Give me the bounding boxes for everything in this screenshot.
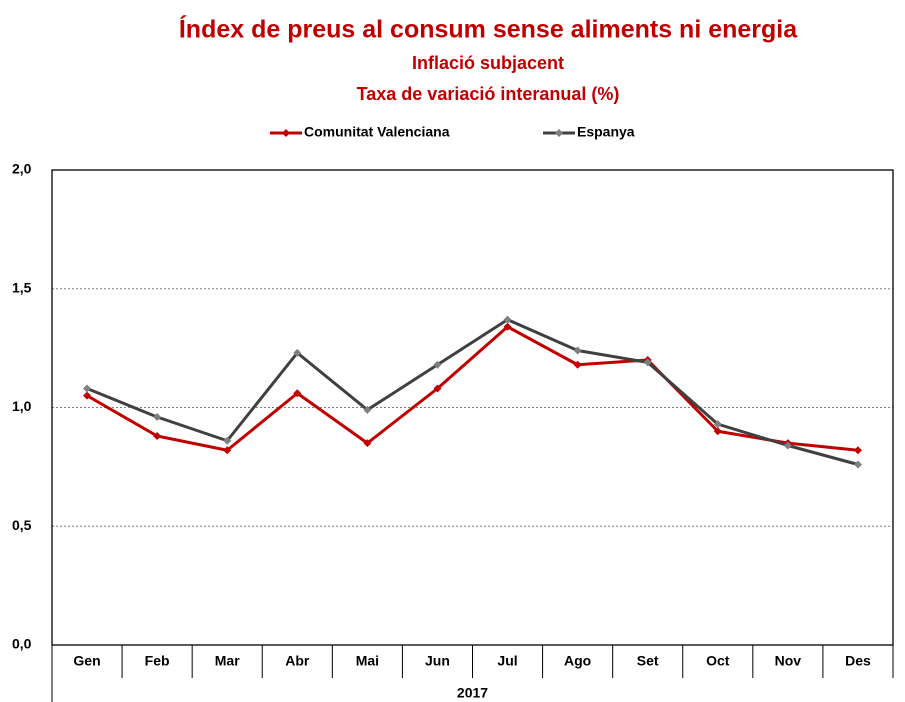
data-point — [83, 391, 92, 400]
series-line — [86, 318, 859, 466]
data-point — [293, 348, 302, 357]
data-point — [713, 427, 722, 436]
data-point — [83, 384, 92, 393]
legend-marker — [555, 129, 563, 137]
data-point — [643, 358, 652, 367]
y-tick-label: 0,5 — [12, 517, 32, 533]
data-point — [573, 346, 582, 355]
series-line — [86, 325, 859, 452]
x-tick-label: Mar — [215, 653, 240, 669]
x-axis-label: 2017 — [457, 685, 488, 701]
legend-label: Comunitat Valenciana — [304, 124, 450, 140]
legend-label: Espanya — [577, 124, 635, 140]
x-tick-label: Feb — [145, 653, 170, 669]
data-point — [853, 446, 862, 455]
x-tick-label: Oct — [706, 653, 730, 669]
chart-subtitle: Inflació subjacent — [412, 53, 564, 73]
x-tick-label: Abr — [285, 653, 310, 669]
data-point — [363, 405, 372, 414]
y-tick-label: 1,5 — [12, 279, 32, 295]
data-point — [433, 384, 442, 393]
chart-title: Índex de preus al consum sense aliments … — [179, 15, 798, 44]
data-point — [503, 322, 512, 331]
x-tick-label: Des — [845, 653, 871, 669]
data-point — [153, 413, 162, 421]
x-tick-label: Nov — [775, 653, 802, 669]
x-tick-label: Set — [637, 653, 659, 669]
x-tick-label: Ago — [564, 653, 591, 669]
data-point — [433, 360, 442, 369]
data-point — [783, 441, 792, 450]
x-tick-label: Gen — [73, 653, 100, 669]
legend-marker — [282, 129, 290, 137]
y-tick-label: 0,0 — [12, 636, 32, 652]
chart-subtitle: Taxa de variació interanual (%) — [357, 84, 620, 104]
data-point — [223, 446, 232, 455]
data-point — [293, 389, 302, 398]
x-tick-label: Jun — [425, 653, 450, 669]
data-point — [503, 315, 512, 324]
x-tick-label: Mai — [356, 653, 379, 669]
data-point — [573, 360, 582, 369]
data-point — [223, 436, 232, 445]
x-tick-label: Jul — [497, 653, 517, 669]
data-point — [713, 420, 722, 429]
data-point — [363, 439, 372, 448]
data-point — [153, 432, 162, 440]
data-point — [853, 460, 862, 469]
y-tick-label: 2,0 — [12, 161, 32, 177]
y-tick-label: 1,0 — [12, 398, 32, 414]
